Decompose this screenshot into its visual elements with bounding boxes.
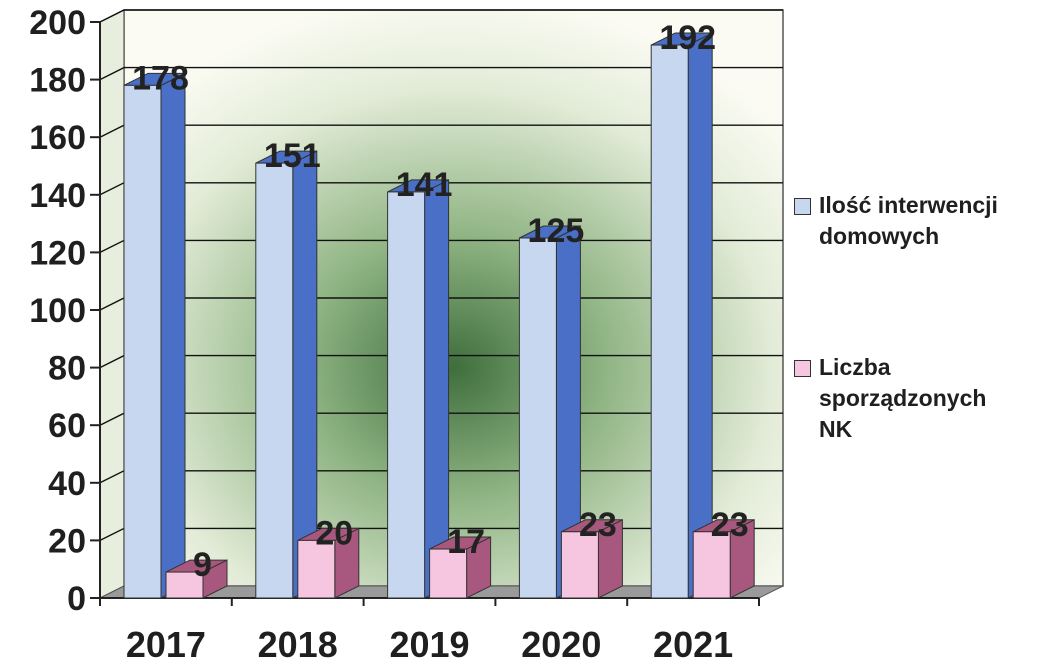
data-label-interwencje: 151	[264, 137, 321, 175]
legend-item-interwencje: Ilość interwencji domowych	[794, 190, 1044, 252]
y-tick-label: 0	[67, 580, 86, 618]
legend-swatch-interwencje	[794, 198, 811, 215]
legend-item-nk: Liczba sporządzonych NK	[794, 352, 1044, 445]
bar-interwencje	[387, 191, 426, 599]
y-tick-label: 100	[29, 292, 86, 330]
data-label-nk: 20	[315, 514, 353, 552]
bar-interwencje	[123, 84, 162, 599]
y-tick-label: 80	[48, 350, 86, 388]
bars	[123, 32, 755, 599]
x-tick-label: 2017	[126, 624, 206, 665]
gridline	[99, 66, 783, 81]
bar-nk	[165, 571, 204, 599]
gridline	[99, 9, 783, 23]
bar-interwencje	[255, 162, 294, 599]
data-labels: 178 151 141 125 192 9 20 17 23 23	[132, 19, 748, 584]
bar-nk	[692, 531, 731, 599]
data-label-nk: 23	[579, 506, 617, 544]
bar-interwencje	[518, 237, 557, 599]
legend-2: Liczba sporządzonych NK	[794, 352, 1044, 445]
y-tick-label: 60	[48, 407, 86, 445]
y-tick-label: 160	[29, 119, 86, 157]
legend-swatch-nk	[794, 360, 811, 377]
bar-nk	[297, 539, 336, 599]
bar-side-interwencje	[424, 179, 450, 599]
x-tick-label: 2018	[258, 624, 338, 665]
y-tick-label: 20	[48, 522, 86, 560]
bar-side-interwencje	[687, 32, 713, 599]
bar-side-interwencje	[160, 72, 186, 599]
y-tick-label: 40	[48, 465, 86, 503]
data-label-nk: 9	[193, 546, 212, 584]
data-label-interwencje: 178	[132, 59, 189, 97]
x-tick-label: 2020	[521, 624, 601, 665]
data-label-nk: 23	[711, 506, 749, 544]
data-label-nk: 17	[447, 523, 485, 561]
data-label-interwencje: 192	[659, 19, 716, 57]
y-tick-label: 140	[29, 177, 86, 215]
legend: Ilość interwencji domowych	[794, 190, 1044, 252]
x-tick-label: 2019	[389, 624, 469, 665]
bar-nk	[429, 548, 468, 599]
y-tick-label: 200	[29, 4, 86, 42]
legend-label-interwencje: Ilość interwencji domowych	[819, 192, 998, 249]
y-tick-label: 120	[29, 234, 86, 272]
bar-interwencje	[650, 44, 689, 599]
data-label-interwencje: 141	[396, 166, 453, 204]
data-label-interwencje: 125	[528, 212, 585, 250]
bar-side-interwencje	[292, 150, 318, 599]
legend-label-nk: Liczba sporządzonych NK	[819, 354, 987, 442]
x-tick-label: 2021	[653, 624, 733, 665]
bar-nk	[560, 531, 599, 599]
y-tick-label: 180	[29, 62, 86, 100]
